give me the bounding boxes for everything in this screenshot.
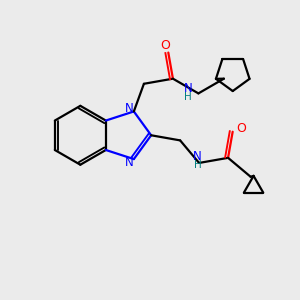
Text: H: H [184,92,192,102]
Text: N: N [125,102,134,115]
Text: N: N [184,82,193,95]
Text: N: N [193,150,202,163]
Text: O: O [160,39,170,52]
Text: H: H [194,160,202,170]
Text: N: N [125,155,134,169]
Text: O: O [237,122,246,135]
